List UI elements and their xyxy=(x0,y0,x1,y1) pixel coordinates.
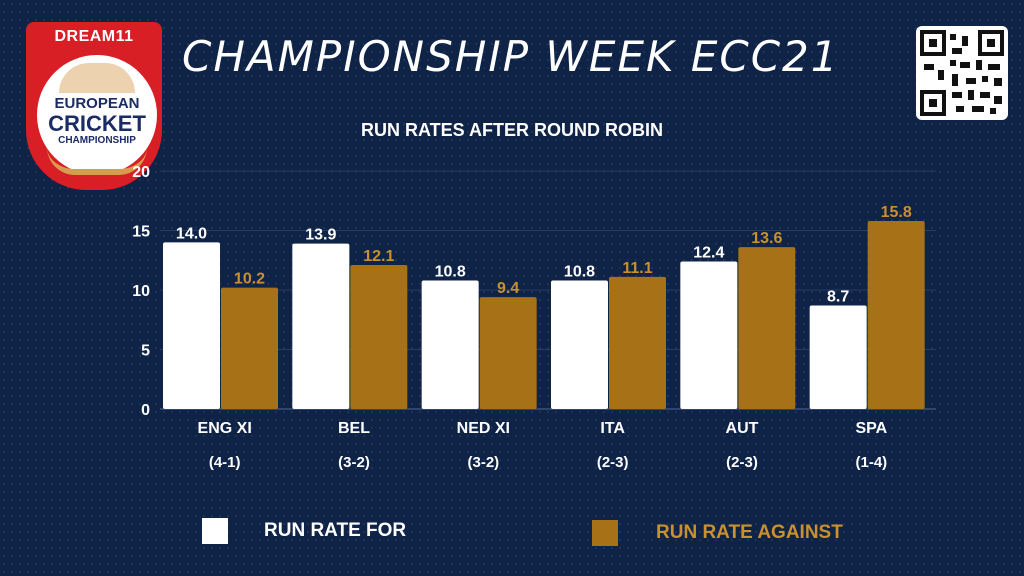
bar-run-rate-for xyxy=(163,242,220,409)
bar-run-rate-for xyxy=(680,261,738,409)
chart-title: RUN RATES AFTER ROUND ROBIN xyxy=(361,120,663,140)
y-tick-label: 20 xyxy=(132,164,150,181)
bar-run-rate-for xyxy=(421,280,479,409)
x-tick-label: BEL xyxy=(338,420,370,437)
y-tick-label: 15 xyxy=(132,224,150,241)
bar-run-rate-against xyxy=(609,276,666,409)
data-label: 10.2 xyxy=(234,271,265,288)
data-label: 10.8 xyxy=(435,263,466,280)
logo-brand: DREAM11 xyxy=(54,28,134,45)
bar-run-rate-for xyxy=(809,305,867,409)
team-record-label: (2-3) xyxy=(597,454,629,471)
bar-run-rate-against xyxy=(738,247,796,409)
data-label: 12.4 xyxy=(693,244,724,261)
legend-swatch-for xyxy=(202,518,228,544)
x-tick-label: ENG XI xyxy=(198,420,252,437)
cricket-ball-icon xyxy=(59,63,135,93)
logo-line-2: CRICKET xyxy=(48,111,146,136)
bar-run-rate-against xyxy=(221,287,278,409)
team-record-label: (3-2) xyxy=(467,454,499,471)
data-label: 14.0 xyxy=(176,225,207,242)
data-label: 10.8 xyxy=(564,263,595,280)
bar-run-rate-for xyxy=(292,243,350,409)
bar-run-rate-against xyxy=(867,220,925,409)
dream11-ecc-logo: DREAM11 EUROPEAN CRICKET CHAMPIONSHIP xyxy=(26,22,162,190)
logo-ring xyxy=(47,147,147,175)
qr-code-graphic xyxy=(920,30,1004,116)
team-record-label: (1-4) xyxy=(855,454,887,471)
x-tick-label: ITA xyxy=(600,420,625,437)
team-record-label: (3-2) xyxy=(338,454,370,471)
y-tick-label: 0 xyxy=(141,402,150,419)
x-tick-label: AUT xyxy=(726,420,759,437)
legend-swatch-against xyxy=(592,520,618,546)
bar-run-rate-for xyxy=(551,280,608,409)
team-record-label: (2-3) xyxy=(726,454,758,471)
data-label: 11.1 xyxy=(622,260,652,277)
qr-code-icon xyxy=(916,26,1008,120)
data-label: 13.9 xyxy=(305,227,336,244)
legend-label-against: RUN RATE AGAINST xyxy=(656,522,843,543)
page-title: CHAMPIONSHIP WEEK ECC21 xyxy=(182,32,840,81)
x-tick-label: SPA xyxy=(855,420,887,437)
data-label: 15.8 xyxy=(881,204,912,221)
data-label: 8.7 xyxy=(827,288,849,305)
data-label: 13.6 xyxy=(751,230,782,247)
logo-line-3: CHAMPIONSHIP xyxy=(58,135,136,146)
legend-label-for: RUN RATE FOR xyxy=(264,520,407,541)
logo-badge: EUROPEAN CRICKET CHAMPIONSHIP xyxy=(34,52,160,178)
x-tick-label: NED XI xyxy=(457,420,510,437)
bar-run-rate-against xyxy=(479,297,537,409)
data-label: 9.4 xyxy=(497,280,519,297)
team-record-label: (4-1) xyxy=(209,454,241,471)
bar-run-rate-against xyxy=(350,265,408,409)
logo-line-1: EUROPEAN xyxy=(54,95,140,112)
y-tick-label: 5 xyxy=(141,343,150,360)
y-tick-label: 10 xyxy=(132,283,150,300)
data-label: 12.1 xyxy=(363,248,394,265)
